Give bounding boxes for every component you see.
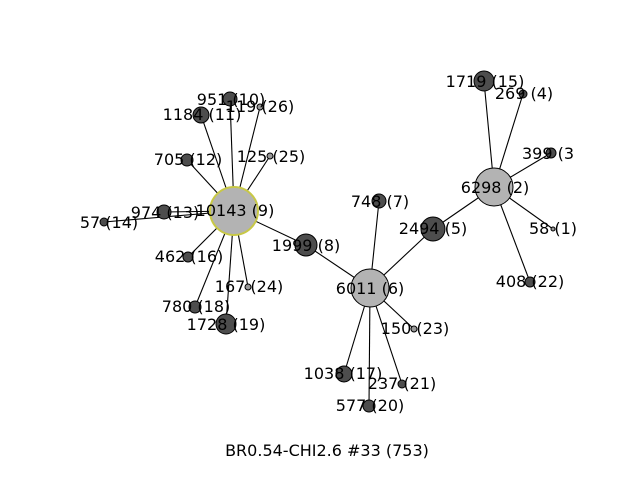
node-19 xyxy=(215,313,237,335)
node-label-11: 1184 (11) xyxy=(163,105,242,124)
node-24 xyxy=(244,283,252,291)
node-18 xyxy=(188,300,202,314)
node-11 xyxy=(192,106,210,124)
node-label-18: 780 (18) xyxy=(162,297,230,316)
node-5 xyxy=(420,216,446,242)
node-label-26: 119 (26) xyxy=(226,97,294,116)
node-label-9: 10143 (9) xyxy=(196,201,275,220)
node-label-3: 399 (3 xyxy=(522,144,574,163)
node-label-16: 462 (16) xyxy=(155,247,223,266)
node-12 xyxy=(180,153,194,167)
node-10 xyxy=(222,91,238,107)
node-label-21: 237 (21) xyxy=(368,374,436,393)
node-25 xyxy=(266,152,274,160)
node-7 xyxy=(371,193,387,209)
label-layer: 10143 (9) 6011 (6) 6298 (2) 1999 (8) 2494 (5… xyxy=(80,72,577,415)
node-label-2: 6298 (2) xyxy=(461,178,529,197)
node-22 xyxy=(524,276,536,288)
node-label-15: 1719 (15) xyxy=(446,72,525,91)
node-label-10: 951 (10) xyxy=(197,90,265,109)
node-label-20: 577 (20) xyxy=(336,396,404,415)
node-label-17: 1038 (17) xyxy=(304,364,383,383)
node-label-25: 125 (25) xyxy=(237,147,305,166)
node-23 xyxy=(410,325,418,333)
node-4 xyxy=(518,89,528,99)
node-2 xyxy=(474,167,514,207)
edge-6-20 xyxy=(368,287,371,407)
node-label-5: 2494 (5) xyxy=(399,219,467,238)
node-label-6: 6011 (6) xyxy=(336,279,404,298)
node-17 xyxy=(335,365,353,383)
node-label-22: 408 (22) xyxy=(496,272,564,291)
node-label-23: 150 (23) xyxy=(381,319,449,338)
node-label-1: 58 (1) xyxy=(529,219,577,238)
node-21 xyxy=(397,379,407,389)
node-13 xyxy=(156,204,172,220)
node-3 xyxy=(545,147,557,159)
node-1 xyxy=(550,226,556,232)
node-9 xyxy=(209,186,259,236)
node-14 xyxy=(99,217,109,227)
node-20 xyxy=(362,399,376,413)
node-label-8: 1999 (8) xyxy=(272,236,340,255)
node-15 xyxy=(473,70,495,92)
node-6 xyxy=(350,268,390,308)
node-label-12: 705 (12) xyxy=(154,150,222,169)
node-label-24: 167 (24) xyxy=(215,277,283,296)
node-layer xyxy=(99,70,557,413)
node-8 xyxy=(294,233,318,257)
figure-caption: BR0.54-CHI2.6 #33 (753) xyxy=(225,441,429,460)
node-16 xyxy=(182,251,194,263)
node-label-19: 1728 (19) xyxy=(187,315,266,334)
node-26 xyxy=(256,103,264,111)
node-label-13: 974 (13) xyxy=(131,203,199,222)
node-label-14: 57 (14) xyxy=(80,213,138,232)
node-label-7: 748 (7) xyxy=(351,192,409,211)
node-label-4: 269 (4) xyxy=(495,84,553,103)
